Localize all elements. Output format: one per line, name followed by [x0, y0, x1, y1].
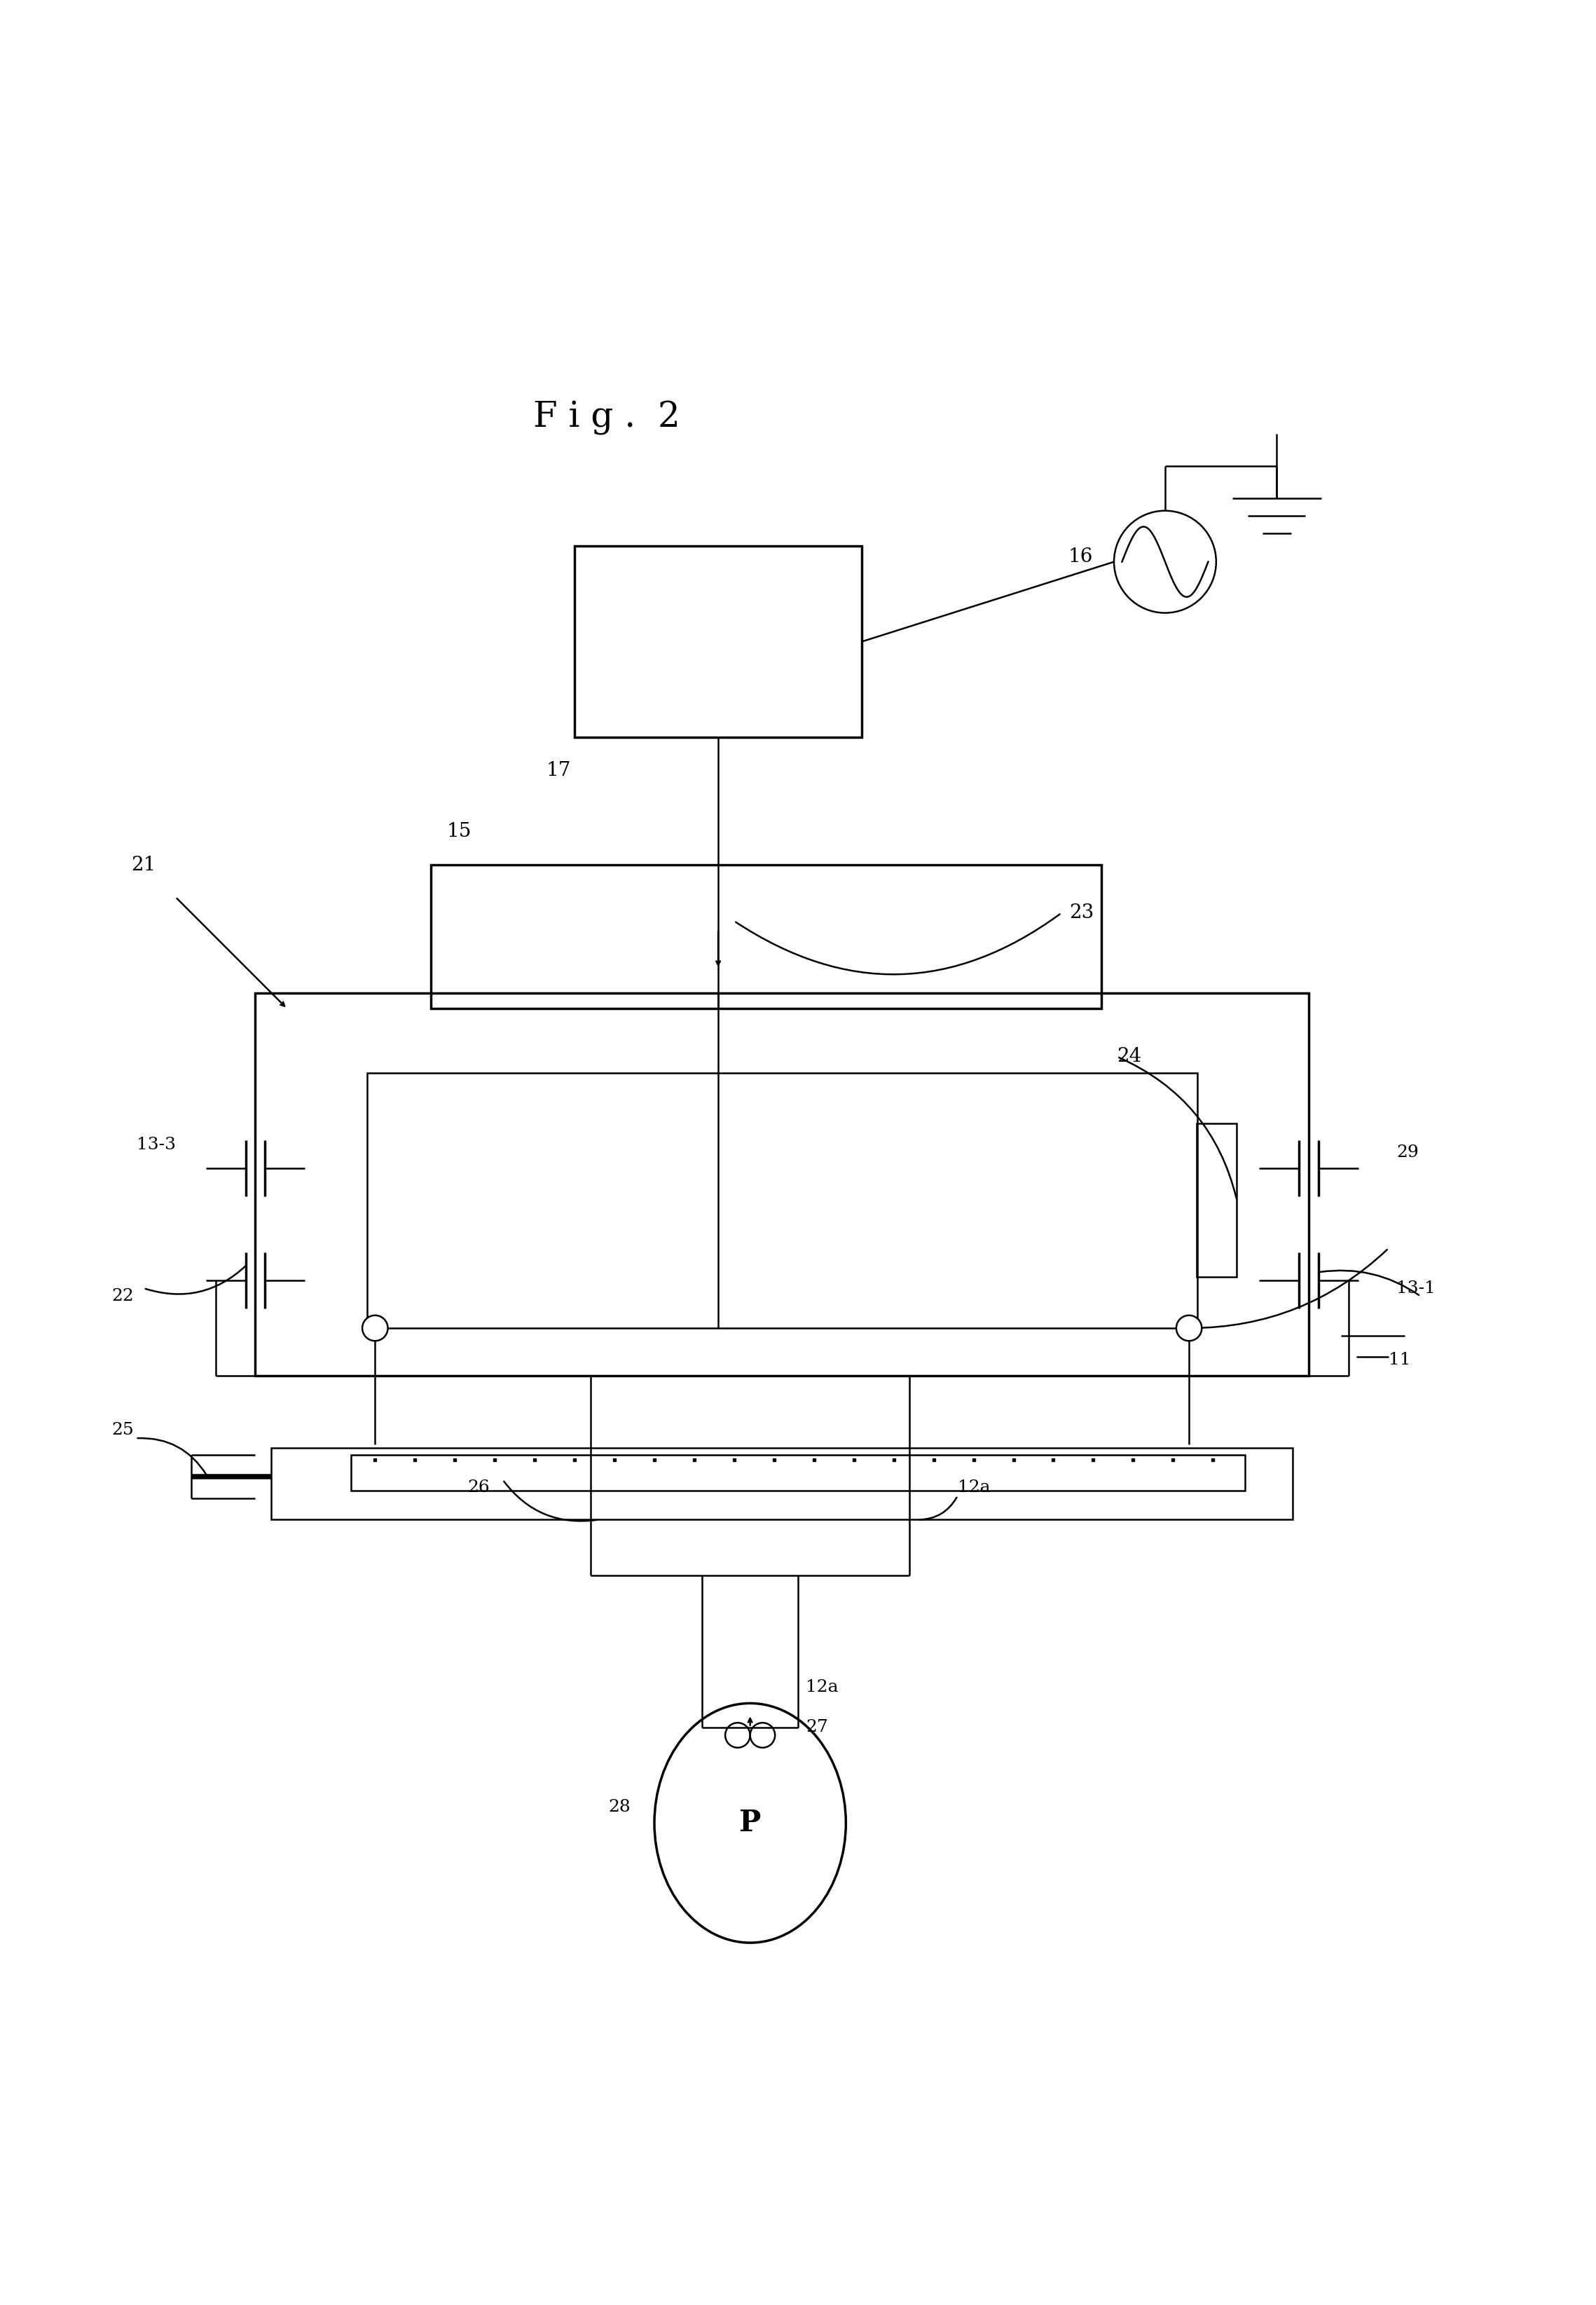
Text: 13-3: 13-3 [136, 1136, 176, 1152]
Bar [271, 1448, 1293, 1519]
Circle shape [362, 1316, 388, 1342]
Text: 25: 25 [112, 1422, 134, 1438]
Text: 26: 26 [468, 1480, 490, 1496]
FancyArrowPatch shape [504, 1482, 597, 1521]
FancyArrowPatch shape [1320, 1270, 1419, 1295]
Bar [1197, 1125, 1237, 1277]
Text: 11: 11 [1389, 1353, 1411, 1369]
Text: 29: 29 [1396, 1146, 1419, 1159]
Text: 27: 27 [806, 1720, 828, 1736]
Text: F i g .  2: F i g . 2 [533, 401, 680, 436]
Bar [351, 1454, 1245, 1491]
Text: 12a: 12a [806, 1680, 838, 1696]
Circle shape [1176, 1316, 1202, 1342]
Bar [575, 546, 862, 738]
FancyArrowPatch shape [1119, 1058, 1237, 1199]
Text: 13-1: 13-1 [1396, 1279, 1436, 1295]
Text: 15: 15 [447, 823, 472, 841]
Text: 17: 17 [546, 761, 571, 781]
Bar [255, 993, 1309, 1376]
Bar [431, 864, 1101, 1010]
Text: 22: 22 [112, 1288, 134, 1305]
Bar [367, 1072, 1197, 1328]
Text: 23: 23 [1069, 904, 1093, 922]
FancyArrowPatch shape [137, 1438, 206, 1475]
FancyArrowPatch shape [145, 1265, 246, 1293]
Text: 12a: 12a [958, 1480, 990, 1496]
Text: 16: 16 [1068, 549, 1093, 567]
Text: 28: 28 [608, 1798, 630, 1814]
Text: P: P [739, 1809, 761, 1837]
Text: 21: 21 [131, 855, 156, 874]
FancyArrowPatch shape [1191, 1249, 1387, 1328]
Text: 24: 24 [1117, 1046, 1141, 1067]
FancyArrowPatch shape [736, 915, 1060, 975]
FancyArrowPatch shape [919, 1498, 956, 1519]
